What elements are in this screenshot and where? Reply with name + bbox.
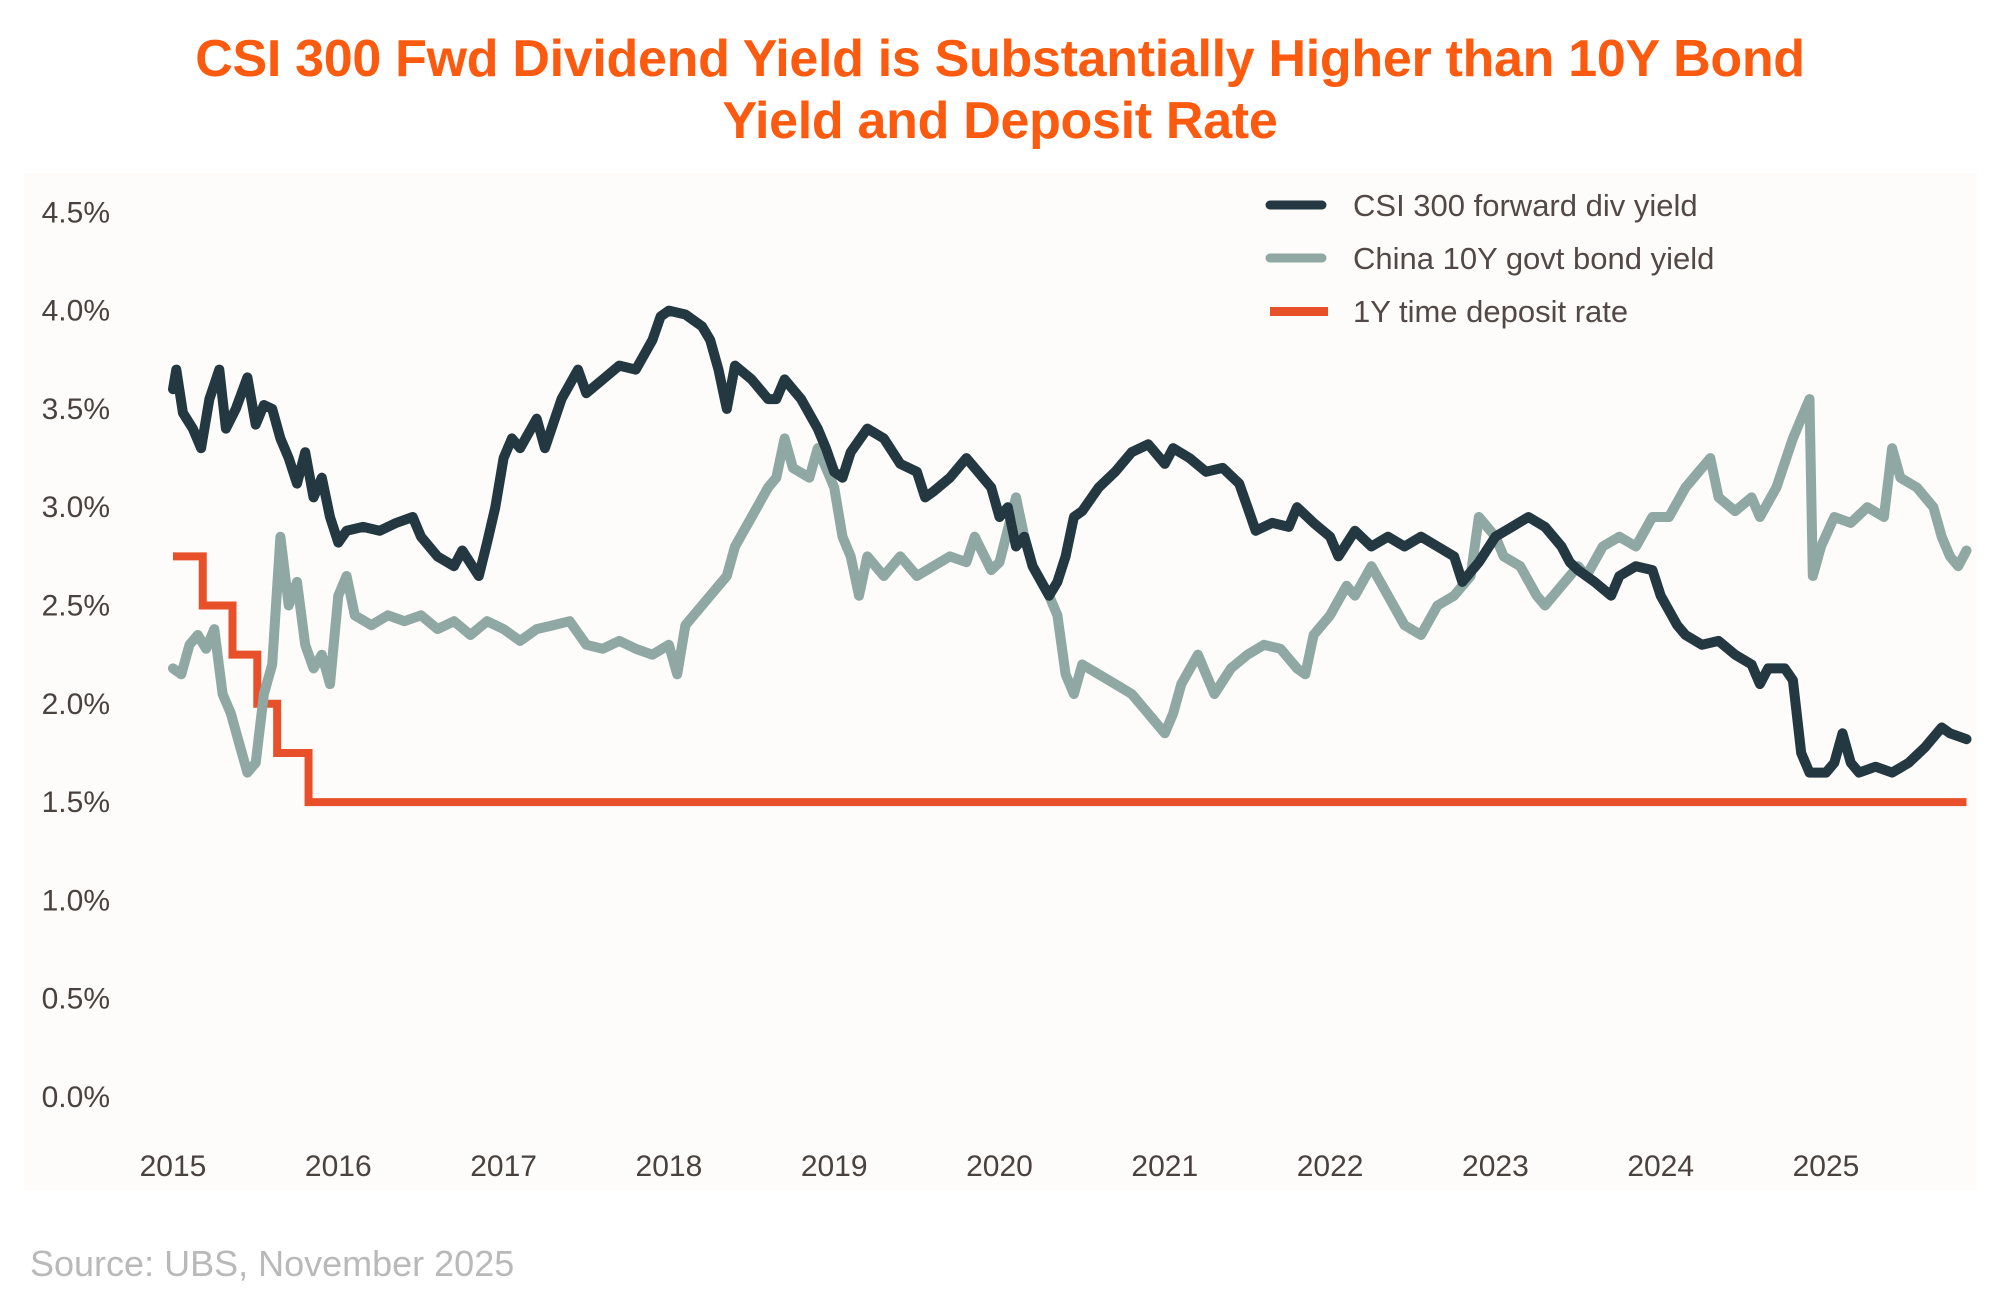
y-tick-label: 1.0% — [42, 884, 110, 917]
legend-label: 1Y time deposit rate — [1353, 294, 1628, 329]
chart-panel — [24, 173, 1977, 1190]
y-tick-label: 4.0% — [42, 295, 110, 328]
legend-item-10y-bond: China 10Y govt bond yield — [1265, 241, 1714, 276]
chart-title: CSI 300 Fwd Dividend Yield is Substantia… — [0, 28, 2000, 152]
csi300-div-yield-line — [168, 305, 1972, 778]
legend-label: China 10Y govt bond yield — [1353, 241, 1714, 276]
x-tick-label: 2022 — [1297, 1150, 1364, 1183]
series-layer — [168, 305, 1972, 807]
x-tick-label: 2018 — [636, 1150, 703, 1183]
x-axis: 2015 2016 2017 2018 2019 2020 2021 2022 2023 2024… — [140, 1150, 1860, 1183]
legend-item-deposit: 1Y time deposit rate — [1270, 294, 1628, 329]
deposit-rate-line — [173, 552, 1967, 807]
y-axis: 0.0% 0.5% 1.0% 1.5% 2.0% 2.5% 3.0% 3.5% 4.0% 4.5% — [42, 196, 110, 1114]
legend-swatch — [1270, 307, 1328, 316]
y-tick-label: 3.5% — [42, 393, 110, 426]
y-tick-label: 2.0% — [42, 688, 110, 721]
x-tick-label: 2015 — [140, 1150, 207, 1183]
x-tick-label: 2017 — [470, 1150, 537, 1183]
chart-title-line-1: CSI 300 Fwd Dividend Yield is Substantia… — [195, 30, 1805, 88]
chart-title-line-2: Yield and Deposit Rate — [722, 92, 1278, 150]
x-tick-label: 2024 — [1627, 1150, 1694, 1183]
china-10y-bond-yield-line — [168, 394, 1972, 778]
y-tick-label: 1.5% — [42, 786, 110, 819]
y-tick-label: 0.0% — [42, 1081, 110, 1114]
x-tick-label: 2019 — [801, 1150, 868, 1183]
x-tick-label: 2016 — [305, 1150, 372, 1183]
x-tick-label: 2020 — [966, 1150, 1033, 1183]
x-tick-label: 2025 — [1793, 1150, 1860, 1183]
y-tick-label: 3.0% — [42, 491, 110, 524]
x-tick-label: 2021 — [1131, 1150, 1198, 1183]
legend-item-csi300: CSI 300 forward div yield — [1265, 188, 1698, 223]
source-note: Source: UBS, November 2025 — [30, 1243, 515, 1284]
legend-label: CSI 300 forward div yield — [1353, 188, 1698, 223]
legend: CSI 300 forward div yield China 10Y govt … — [1265, 188, 1714, 329]
x-tick-label: 2023 — [1462, 1150, 1529, 1183]
y-tick-label: 0.5% — [42, 983, 110, 1016]
y-tick-label: 2.5% — [42, 590, 110, 623]
y-tick-label: 4.5% — [42, 196, 110, 229]
